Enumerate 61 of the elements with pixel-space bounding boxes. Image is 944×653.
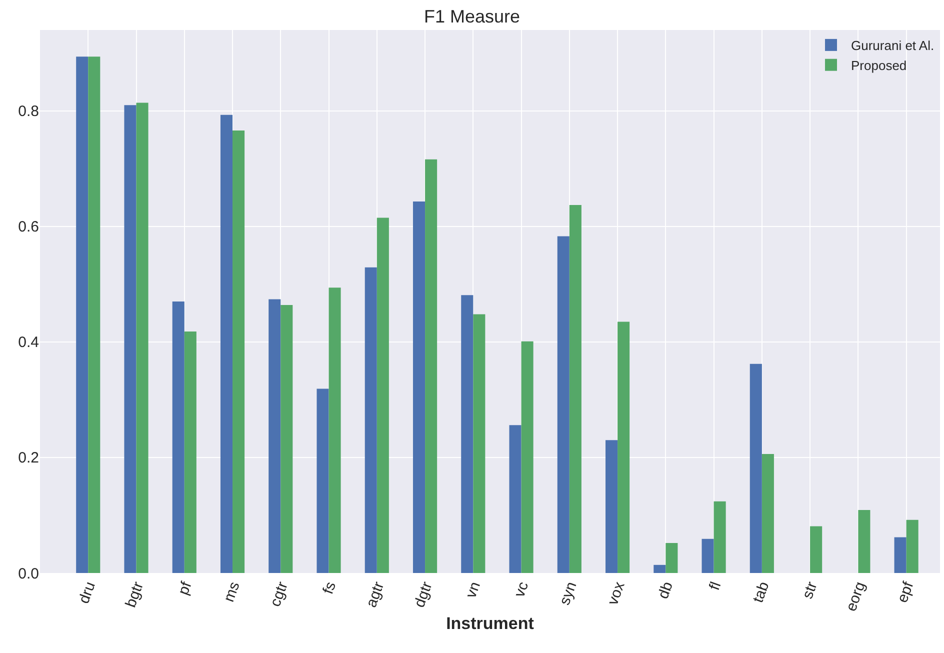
bar — [184, 332, 196, 573]
bar — [509, 425, 522, 573]
bar — [376, 218, 389, 573]
bar — [810, 526, 822, 573]
y-tick-label: 0.0 — [18, 565, 39, 582]
legend-label: Gururani et Al. — [851, 38, 934, 54]
bar — [461, 295, 474, 573]
bar — [88, 56, 100, 573]
bar — [606, 440, 618, 573]
x-tick-label: tab — [750, 580, 773, 606]
bar — [473, 314, 486, 573]
bar — [654, 564, 666, 573]
x-tick-label: agtr — [362, 580, 388, 610]
bar — [521, 341, 534, 573]
x-tick-label: fs — [320, 580, 340, 596]
bar — [666, 542, 678, 573]
bar — [268, 299, 281, 573]
bar — [557, 236, 570, 573]
x-tick-label: syn — [556, 580, 580, 608]
bar — [76, 56, 88, 573]
bar — [906, 520, 918, 573]
x-tick-label: vox — [604, 579, 629, 608]
y-tick-label: 0.4 — [18, 334, 39, 352]
bar — [412, 202, 426, 573]
bar — [328, 288, 341, 573]
y-tick-label: 0.6 — [18, 218, 39, 236]
bar — [220, 114, 233, 573]
bar — [232, 130, 245, 573]
x-tick-label: dgtr — [411, 580, 436, 610]
bar — [894, 537, 906, 573]
x-tick-label: epf — [894, 578, 918, 606]
bar — [425, 159, 438, 573]
x-tick-label: str — [799, 580, 821, 602]
x-tick-label: vn — [462, 580, 484, 600]
legend-label: Proposed — [851, 58, 907, 73]
bar — [702, 538, 714, 573]
y-tick-label: 0.2 — [18, 450, 39, 467]
bar — [762, 454, 774, 573]
bar — [316, 388, 329, 573]
x-axis-title: Instrument — [446, 614, 534, 634]
bar — [714, 501, 726, 573]
x-tick-label: bgtr — [122, 580, 148, 610]
x-tick-label: dru — [76, 580, 99, 606]
bar — [136, 102, 148, 573]
bar — [618, 322, 630, 573]
x-tick-label: ms — [220, 580, 244, 604]
bar — [124, 105, 136, 573]
x-tick-label: db — [654, 580, 676, 602]
chart-title: F1 Measure — [424, 6, 520, 26]
x-tick-label: pf — [174, 578, 196, 598]
x-tick-label: cgtr — [266, 580, 292, 609]
bar — [172, 302, 184, 573]
bar — [364, 267, 377, 573]
x-tick-label: fl — [706, 580, 725, 592]
x-tick-label: eorg — [842, 580, 869, 614]
bar — [280, 304, 293, 573]
bar — [858, 510, 870, 573]
bar — [750, 364, 762, 573]
x-tick-label: vc — [510, 579, 532, 600]
bar — [569, 205, 582, 573]
y-tick-label: 0.8 — [18, 103, 39, 120]
